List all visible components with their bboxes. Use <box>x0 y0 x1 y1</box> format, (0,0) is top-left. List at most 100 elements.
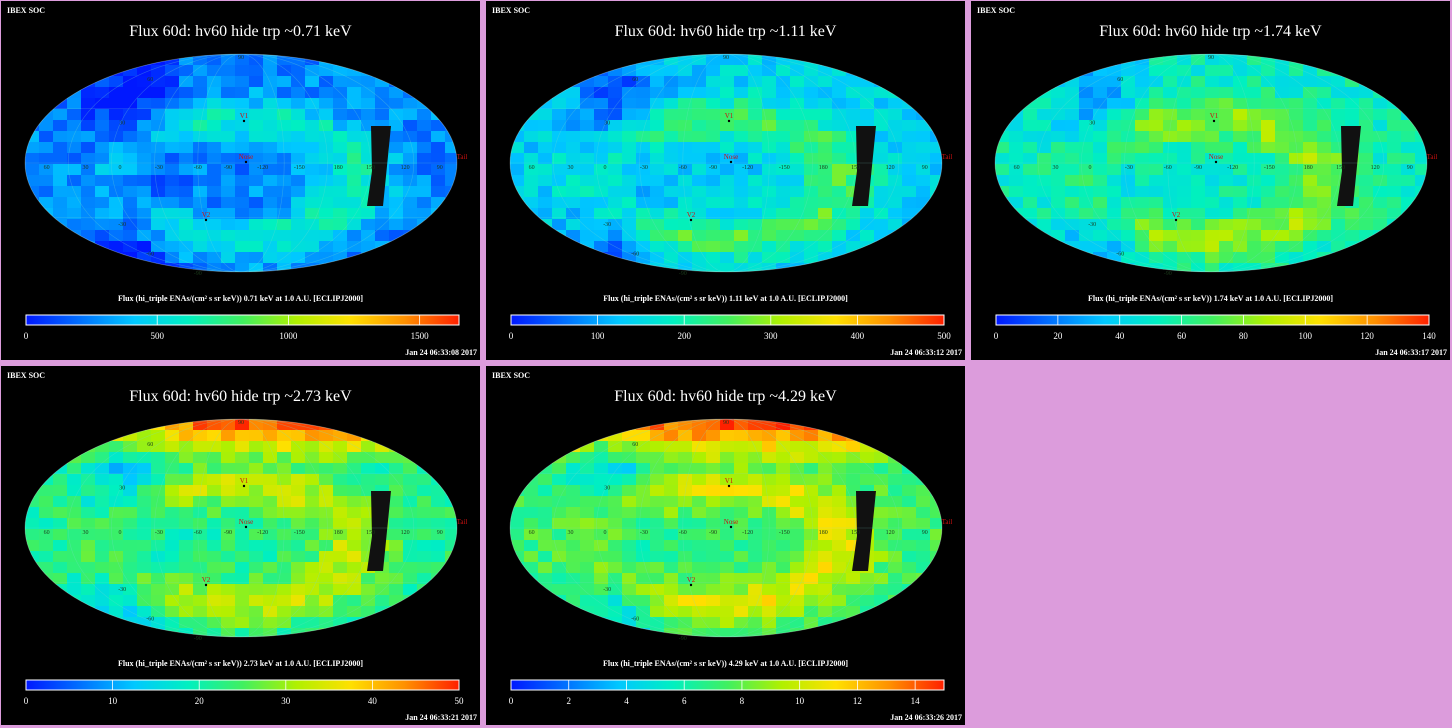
map-cell <box>403 529 418 541</box>
map-cell <box>538 430 553 442</box>
map-cell <box>207 186 222 198</box>
map-cell <box>179 252 194 264</box>
map-cell <box>165 230 180 242</box>
map-cell <box>1205 175 1220 187</box>
map-cell <box>1401 65 1416 77</box>
map-cell <box>678 617 693 629</box>
map-cell <box>81 98 96 110</box>
map-cell <box>207 606 222 618</box>
map-cell <box>692 430 707 442</box>
map-cell <box>902 65 917 77</box>
map-cell <box>25 584 40 596</box>
map-cell <box>580 164 595 176</box>
map-cell <box>846 485 861 497</box>
map-cell <box>706 131 721 143</box>
map-cell <box>1373 252 1388 264</box>
map-cell <box>1387 120 1402 132</box>
map-cell <box>1219 230 1234 242</box>
map-cell <box>916 529 931 541</box>
map-cell <box>762 463 777 475</box>
map-cell <box>263 529 278 541</box>
map-cell <box>678 463 693 475</box>
map-cell <box>221 87 236 99</box>
map-cell <box>734 562 749 574</box>
map-cell <box>762 507 777 519</box>
map-cell <box>776 208 791 220</box>
lon-label: -60 <box>1164 165 1172 171</box>
map-cell <box>151 76 166 88</box>
map-cell <box>762 164 777 176</box>
map-cell <box>375 452 390 464</box>
map-cell <box>776 430 791 442</box>
map-cell <box>417 518 432 530</box>
map-cell <box>1051 219 1066 231</box>
map-cell <box>1387 263 1402 272</box>
map-cell <box>207 518 222 530</box>
map-cell <box>860 252 875 264</box>
map-cell <box>249 507 264 519</box>
map-cell <box>1387 54 1402 66</box>
map-cell <box>664 65 679 77</box>
map-cell <box>305 142 320 154</box>
lat-label: -60 <box>146 616 154 622</box>
map-cell <box>846 452 861 464</box>
map-cell <box>580 109 595 121</box>
lat-label: -90 <box>1164 271 1172 277</box>
map-cell <box>1247 120 1262 132</box>
map-cell <box>123 76 138 88</box>
map-cell <box>818 208 833 220</box>
map-cell <box>109 573 124 585</box>
map-cell <box>417 419 432 431</box>
map-cell <box>1289 219 1304 231</box>
map-cell <box>165 474 180 486</box>
map-cell <box>277 595 292 607</box>
map-cell <box>291 562 306 574</box>
map-cell <box>692 208 707 220</box>
colorbar-caption: Flux (hi_triple ENAs/(cm² s sr keV)) 1.7… <box>1088 294 1333 303</box>
map-cell <box>1065 109 1080 121</box>
map-cell <box>636 540 651 552</box>
map-cell <box>622 441 637 453</box>
map-cell <box>1275 142 1290 154</box>
map-cell <box>538 164 553 176</box>
map-cell <box>137 540 152 552</box>
map-cell <box>1401 241 1416 253</box>
map-cell <box>1191 54 1206 66</box>
map-cell <box>650 241 665 253</box>
map-cell <box>538 562 553 574</box>
map-cell <box>524 54 539 66</box>
map-cell <box>151 518 166 530</box>
map-cell <box>277 263 292 272</box>
tail-marker-dot <box>460 160 464 164</box>
map-cell <box>552 208 567 220</box>
map-cell <box>720 496 735 508</box>
map-cell <box>193 109 208 121</box>
map-cell <box>319 252 334 264</box>
map-cell <box>361 131 376 143</box>
map-cell <box>664 628 679 637</box>
map-cell <box>734 98 749 110</box>
map-cell <box>1219 98 1234 110</box>
map-cell <box>734 496 749 508</box>
map-cell <box>403 485 418 497</box>
map-cell <box>608 65 623 77</box>
map-cell <box>552 419 567 431</box>
map-cell <box>552 496 567 508</box>
map-cell <box>445 208 457 220</box>
colorbar-tick-label: 50 <box>455 696 465 706</box>
map-cell <box>706 65 721 77</box>
map-cell <box>1009 153 1024 165</box>
map-cell <box>608 76 623 88</box>
map-cell <box>776 529 791 541</box>
map-cell <box>622 584 637 596</box>
map-cell <box>1415 197 1427 209</box>
map-cell <box>1037 142 1052 154</box>
map-cell <box>1401 164 1416 176</box>
map-cell <box>375 474 390 486</box>
map-cell <box>445 628 457 637</box>
map-cell <box>193 419 208 431</box>
map-cell <box>1261 153 1276 165</box>
map-cell <box>165 441 180 453</box>
lon-label: -150 <box>1264 165 1275 171</box>
map-cell <box>650 507 665 519</box>
